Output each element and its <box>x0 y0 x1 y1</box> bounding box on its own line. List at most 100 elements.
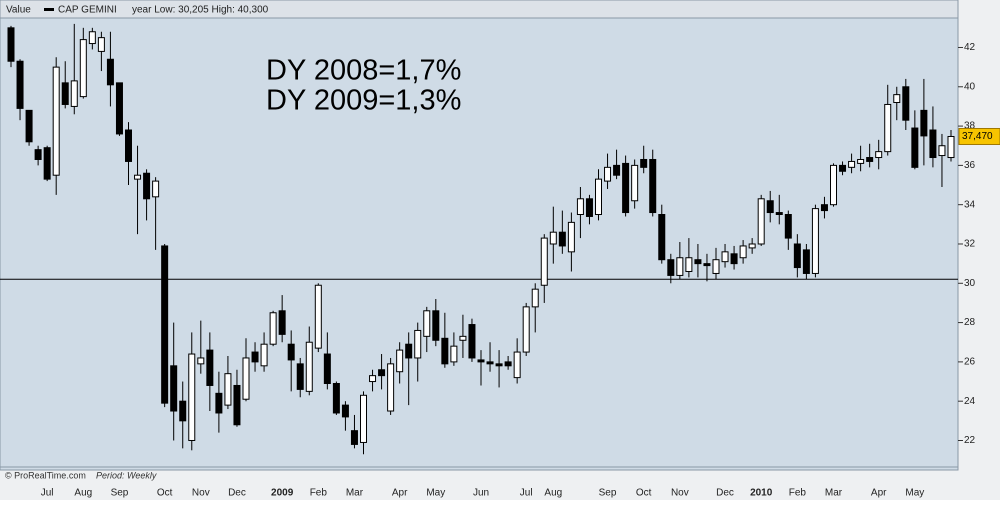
candle-body <box>233 384 241 426</box>
candle-body <box>197 357 205 365</box>
x-tick-label: Oct <box>157 488 173 499</box>
candle-body <box>332 383 340 414</box>
candle-body <box>902 86 910 121</box>
candle-body <box>802 249 810 274</box>
candle-body <box>658 214 666 261</box>
candle-body <box>730 253 738 265</box>
candle-body <box>739 245 747 259</box>
y-tick-label: 24 <box>964 396 976 407</box>
last-value-label: 37,470 <box>962 131 993 142</box>
y-tick-label: 22 <box>964 435 976 446</box>
candle-body <box>323 353 331 385</box>
candle-body <box>296 363 304 390</box>
candle-body <box>369 375 377 383</box>
candle-body <box>106 58 114 86</box>
candle-body <box>34 149 42 160</box>
candle-body <box>576 198 584 216</box>
candle-body <box>676 257 684 276</box>
candle-body <box>540 237 548 286</box>
x-tick-label: Mar <box>346 488 364 499</box>
candle-body <box>260 343 268 367</box>
candle-body <box>685 257 693 272</box>
candle-body <box>79 39 87 98</box>
last-value-box <box>958 127 1000 145</box>
x-tick-label: Feb <box>310 488 328 499</box>
y-tick-label: 28 <box>964 317 976 328</box>
x-tick-label: Oct <box>636 488 652 499</box>
candle-body <box>613 164 621 176</box>
candle-body <box>387 363 395 412</box>
candle-body <box>414 329 422 359</box>
y-tick-label: 36 <box>964 160 976 171</box>
candle-body <box>450 345 458 363</box>
x-tick-label: May <box>426 488 445 499</box>
candle-body <box>631 164 639 202</box>
value-caption: Value <box>6 5 31 16</box>
candle-body <box>558 231 566 247</box>
y-tick-label: 42 <box>964 42 976 53</box>
candle-body <box>567 221 575 253</box>
candle-body <box>649 158 657 214</box>
x-tick-label: Feb <box>789 488 807 499</box>
candle-body <box>830 164 837 206</box>
x-tick-label: Apr <box>392 488 408 499</box>
candle-body <box>549 231 557 245</box>
candle-body <box>667 259 675 276</box>
candle-body <box>43 147 51 180</box>
candle-body <box>839 164 847 172</box>
candle-body <box>269 312 277 345</box>
candle-body <box>920 109 928 137</box>
candle-body <box>766 200 774 214</box>
candle-body <box>712 259 720 274</box>
candle-body <box>459 335 467 341</box>
x-tick-label: Apr <box>871 488 887 499</box>
x-tick-label: Dec <box>228 488 246 499</box>
candle-body <box>929 129 937 159</box>
footer-period: Period: Weekly <box>96 470 157 480</box>
candle-body <box>7 27 15 62</box>
candle-body <box>875 151 883 159</box>
x-tick-label: Jul <box>41 488 54 499</box>
candle-body <box>97 37 105 52</box>
candle-body <box>784 214 792 239</box>
x-tick-label: Aug <box>74 488 92 499</box>
candle-body <box>911 127 919 168</box>
candle-body <box>622 162 630 214</box>
candle-body <box>893 94 901 103</box>
candle-body <box>504 361 512 367</box>
candle-body <box>513 351 521 379</box>
candle-body <box>468 324 476 359</box>
candle-body <box>811 208 819 274</box>
candle-body <box>486 361 494 365</box>
legend-swatch <box>44 8 54 11</box>
candle-body <box>360 394 367 443</box>
candle-body <box>61 82 69 105</box>
candle-body <box>522 306 530 353</box>
candle-body <box>884 103 892 153</box>
candle-body <box>441 337 449 365</box>
candle-body <box>866 157 874 162</box>
x-tick-label: 2009 <box>271 488 294 499</box>
annotation: DY 2009=1,3% <box>266 85 461 117</box>
x-tick-label: Dec <box>716 488 734 499</box>
candle-body <box>224 373 232 406</box>
candle-body <box>694 259 702 265</box>
x-tick-label: Sep <box>599 488 617 499</box>
candle-body <box>251 351 259 363</box>
candle-body <box>143 172 151 200</box>
candle-body <box>134 174 142 180</box>
x-tick-label: Aug <box>544 488 562 499</box>
candle-body <box>125 129 132 162</box>
x-tick-label: Jul <box>520 488 533 499</box>
candle-body <box>432 310 440 341</box>
candle-body <box>947 135 955 159</box>
candle-body <box>25 109 33 143</box>
candle-body <box>88 31 96 45</box>
legend-label: CAP GEMINI <box>58 5 117 16</box>
y-tick-label: 30 <box>964 278 976 289</box>
candle-body <box>848 160 856 168</box>
candle-body <box>775 212 783 216</box>
candle-body <box>161 245 169 404</box>
x-tick-label: May <box>905 488 924 499</box>
